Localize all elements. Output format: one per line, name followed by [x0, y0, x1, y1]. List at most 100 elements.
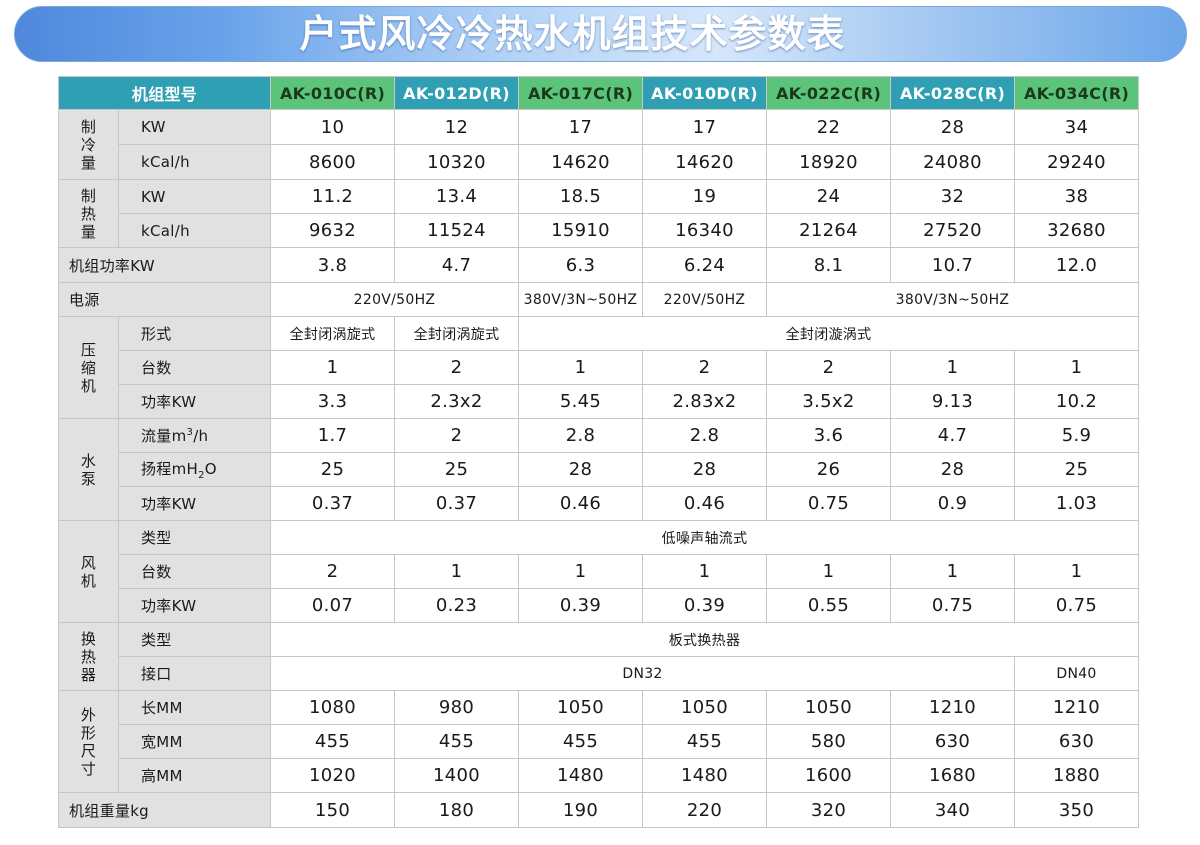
row-label: 高MM — [118, 758, 271, 793]
cooling-kcal-row: kCal/h 8600 10320 14620 14620 18920 2408… — [59, 144, 1139, 180]
cell: 0.75 — [766, 486, 891, 521]
cell: 38 — [1014, 179, 1139, 214]
heating-group-label: 制热量 — [58, 179, 119, 248]
cell: 1 — [1014, 554, 1139, 589]
fan-group-label: 风机 — [58, 520, 119, 623]
pump-head-row: 扬程mH2O 25 25 28 28 26 28 25 — [59, 452, 1139, 487]
cell: 630 — [890, 724, 1015, 759]
cell: 10320 — [394, 144, 519, 180]
cell: 380V/3N~50HZ — [518, 282, 643, 317]
model-name: AK-022C(R) — [766, 76, 891, 110]
compressor-group-label: 压缩机 — [58, 316, 119, 419]
cell: 630 — [1014, 724, 1139, 759]
cell: 11524 — [394, 213, 519, 248]
row-label: 流量m3/h — [118, 418, 271, 453]
cell: 1 — [1014, 350, 1139, 385]
pump-flow-row: 水泵 流量m3/h 1.7 2 2.8 2.8 3.6 4.7 5.9 — [58, 418, 1139, 521]
cell: 低噪声轴流式 — [270, 520, 1139, 555]
cell: 2.8 — [518, 418, 643, 453]
cooling-group-label: 制冷量 — [58, 109, 119, 180]
cell: DN40 — [1014, 656, 1139, 691]
model-name: AK-028C(R) — [890, 76, 1015, 110]
dimensions-group-label: 外形尺寸 — [58, 690, 119, 793]
cell: 24 — [766, 179, 891, 214]
cell: 220V/50HZ — [642, 282, 767, 317]
cell: 1050 — [518, 690, 643, 725]
cell: DN32 — [270, 656, 1015, 691]
cell: 3.5x2 — [766, 384, 891, 419]
cell: 18.5 — [518, 179, 643, 214]
exchanger-type-row: 换热器 类型 板式换热器 — [58, 622, 1139, 691]
cell: 2 — [270, 554, 395, 589]
cell: 455 — [270, 724, 395, 759]
weight-row: 机组重量kg 150 180 190 220 320 340 350 — [58, 792, 1139, 828]
cell: 3.6 — [766, 418, 891, 453]
cell: 12.0 — [1014, 247, 1139, 283]
cell: 0.46 — [642, 486, 767, 521]
cell: 0.23 — [394, 588, 519, 623]
cell: 全封闭涡旋式 — [270, 316, 395, 351]
cell: 10 — [270, 109, 395, 145]
cell: 380V/3N~50HZ — [766, 282, 1139, 317]
dim-width-row: 宽MM 455 455 455 455 580 630 630 — [59, 724, 1139, 759]
cell: 5.9 — [1014, 418, 1139, 453]
cell: 26 — [766, 452, 891, 487]
cell: 180 — [394, 792, 519, 828]
model-label: 机组型号 — [58, 76, 271, 110]
fan-type-row: 风机 类型 低噪声轴流式 — [58, 520, 1139, 623]
cell: 1210 — [890, 690, 1015, 725]
cell: 25 — [1014, 452, 1139, 487]
row-label: KW — [118, 179, 271, 214]
cell: 全封闭涡旋式 — [394, 316, 519, 351]
row-label: kCal/h — [118, 213, 271, 248]
model-name: AK-010C(R) — [270, 76, 395, 110]
cell: 1.7 — [270, 418, 395, 453]
cell: 22 — [766, 109, 891, 145]
cell: 17 — [642, 109, 767, 145]
cell: 0.75 — [1014, 588, 1139, 623]
cell: 1 — [890, 350, 1015, 385]
fan-power-row: 功率KW 0.07 0.23 0.39 0.39 0.55 0.75 0.75 — [59, 588, 1139, 623]
cell: 1 — [518, 350, 643, 385]
cell: 12 — [394, 109, 519, 145]
cell: 0.55 — [766, 588, 891, 623]
cell: 2.83x2 — [642, 384, 767, 419]
cell: 8.1 — [766, 247, 891, 283]
cell: 19 — [642, 179, 767, 214]
cell: 0.39 — [518, 588, 643, 623]
row-label: 电源 — [58, 282, 271, 317]
heating-kw-row: 制热量 KW 11.2 13.4 18.5 19 24 32 38 — [58, 179, 1139, 248]
cell: 14620 — [642, 144, 767, 180]
cell: 1 — [394, 554, 519, 589]
cell: 6.24 — [642, 247, 767, 283]
power-supply-row: 电源 220V/50HZ 380V/3N~50HZ 220V/50HZ 380V… — [58, 282, 1139, 317]
compressor-count-row: 台数 1 2 1 2 2 1 1 — [59, 350, 1139, 385]
cell: 2 — [642, 350, 767, 385]
cell: 1 — [270, 350, 395, 385]
cell: 1 — [642, 554, 767, 589]
row-label: 宽MM — [118, 724, 271, 759]
cell: 2 — [766, 350, 891, 385]
cell: 1600 — [766, 758, 891, 793]
exchanger-port-row: 接口 DN32 DN40 — [59, 656, 1139, 691]
cell: 4.7 — [890, 418, 1015, 453]
cell: 11.2 — [270, 179, 395, 214]
cell: 27520 — [890, 213, 1015, 248]
compressor-power-row: 功率KW 3.3 2.3x2 5.45 2.83x2 3.5x2 9.13 10… — [59, 384, 1139, 419]
cell: 3.8 — [270, 247, 395, 283]
cell: 1 — [766, 554, 891, 589]
cell: 0.37 — [394, 486, 519, 521]
cell: 15910 — [518, 213, 643, 248]
cell: 455 — [642, 724, 767, 759]
row-label: 扬程mH2O — [118, 452, 271, 487]
cell: 32680 — [1014, 213, 1139, 248]
dim-height-row: 高MM 1020 1400 1480 1480 1600 1680 1880 — [59, 758, 1139, 793]
spec-table: 机组型号 AK-010C(R) AK-012D(R) AK-017C(R) AK… — [58, 76, 1139, 828]
cell: 28 — [518, 452, 643, 487]
row-label: 形式 — [118, 316, 271, 351]
pump-power-row: 功率KW 0.37 0.37 0.46 0.46 0.75 0.9 1.03 — [59, 486, 1139, 521]
cell: 150 — [270, 792, 395, 828]
cell: 板式换热器 — [270, 622, 1139, 657]
cell: 29240 — [1014, 144, 1139, 180]
header-row: 机组型号 AK-010C(R) AK-012D(R) AK-017C(R) AK… — [58, 76, 1139, 110]
